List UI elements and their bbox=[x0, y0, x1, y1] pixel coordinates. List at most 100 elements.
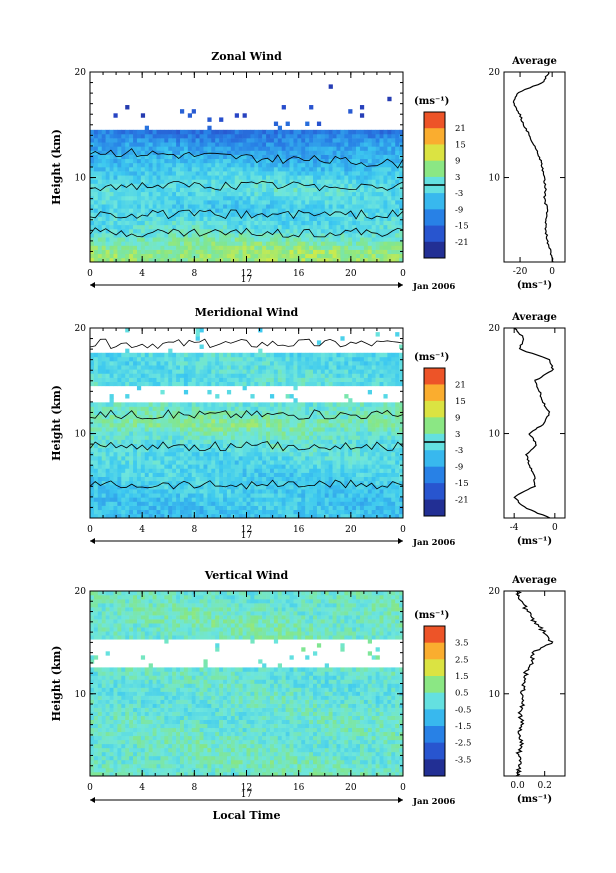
heatmap-cell bbox=[316, 468, 322, 473]
heatmap-cell bbox=[395, 257, 400, 263]
heatmap-cell bbox=[133, 427, 138, 432]
heatmap-cell bbox=[195, 228, 200, 234]
heatmap-cell bbox=[238, 493, 243, 498]
heatmap-cell bbox=[258, 431, 263, 436]
heatmap-cell bbox=[332, 220, 337, 226]
heatmap-cell bbox=[199, 138, 204, 143]
heatmap-cell bbox=[183, 257, 189, 263]
heatmap-cell bbox=[289, 154, 294, 160]
heatmap-cell bbox=[363, 228, 369, 234]
heatmap-cell bbox=[269, 154, 275, 160]
heatmap-cell bbox=[348, 212, 353, 217]
heatmap-cell bbox=[395, 146, 400, 151]
heatmap-cell bbox=[320, 513, 326, 519]
heatmap-cell bbox=[109, 406, 114, 411]
heatmap-cell bbox=[113, 447, 118, 453]
heatmap-cell bbox=[387, 171, 392, 176]
heatmap-cell bbox=[207, 142, 212, 147]
heatmap-cell bbox=[199, 418, 204, 424]
heatmap-cell bbox=[356, 162, 361, 168]
heatmap-cell bbox=[133, 150, 138, 155]
heatmap-cell bbox=[144, 451, 149, 457]
heatmap-cell bbox=[136, 162, 142, 168]
heatmap-cell bbox=[266, 162, 271, 168]
heatmap-cell bbox=[293, 237, 298, 242]
heatmap-cell bbox=[340, 179, 345, 184]
heatmap-cell bbox=[97, 439, 103, 444]
heatmap-cell bbox=[215, 220, 220, 226]
heatmap-cell bbox=[211, 183, 216, 188]
heatmap-cell bbox=[133, 423, 138, 428]
heatmap-cell bbox=[215, 212, 220, 217]
heatmap-cell bbox=[226, 208, 232, 213]
heatmap-cell bbox=[234, 414, 239, 420]
heatmap-cell bbox=[156, 195, 161, 201]
heatmap-cell bbox=[352, 423, 357, 428]
heatmap-cell bbox=[191, 138, 196, 143]
heatmap-cell bbox=[242, 447, 247, 453]
heatmap-cell bbox=[281, 154, 286, 160]
heatmap-cell bbox=[348, 418, 353, 424]
heatmap-cell bbox=[109, 472, 114, 477]
heatmap-cell bbox=[105, 423, 110, 428]
heatmap-cell bbox=[195, 497, 200, 502]
heatmap-cell bbox=[367, 439, 372, 444]
heatmap-cell bbox=[344, 245, 349, 250]
heatmap-cell bbox=[215, 162, 220, 168]
heatmap-cell bbox=[316, 410, 322, 416]
heatmap-cell bbox=[160, 179, 165, 184]
heatmap-cell bbox=[160, 154, 165, 160]
heatmap-cell bbox=[375, 493, 380, 498]
heatmap-cell bbox=[211, 171, 216, 176]
y-axis-label: Height (km) bbox=[50, 129, 63, 205]
heatmap-cell bbox=[359, 241, 365, 246]
heatmap-cell bbox=[215, 138, 220, 143]
heatmap-cell bbox=[328, 418, 333, 424]
heatmap-cell bbox=[156, 179, 161, 184]
heatmap-cell bbox=[324, 237, 329, 242]
heatmap-cell bbox=[160, 158, 165, 164]
heatmap-cell bbox=[277, 249, 283, 255]
heatmap-cell bbox=[258, 406, 263, 411]
heatmap-cell bbox=[109, 414, 114, 420]
heatmap-cell bbox=[238, 200, 243, 205]
heatmap-cell bbox=[133, 146, 138, 151]
heatmap-cell bbox=[172, 257, 177, 263]
heatmap-cell bbox=[207, 509, 212, 515]
heatmap-cell bbox=[144, 208, 149, 213]
heatmap-cell bbox=[125, 501, 130, 506]
heatmap-cell bbox=[144, 167, 149, 172]
heatmap-cell bbox=[363, 154, 369, 160]
heatmap-cell bbox=[230, 146, 236, 151]
heatmap-cell bbox=[305, 154, 310, 160]
heatmap-cell bbox=[223, 175, 228, 180]
heatmap-cell bbox=[324, 484, 329, 490]
heatmap-cell bbox=[371, 154, 376, 160]
heatmap-cell bbox=[93, 489, 99, 494]
heatmap-cell bbox=[301, 431, 306, 436]
heatmap-cell bbox=[242, 195, 247, 201]
heatmap-cell bbox=[324, 171, 329, 176]
heatmap-cell bbox=[238, 245, 243, 250]
heatmap-cell bbox=[359, 220, 365, 226]
heatmap-cell bbox=[121, 158, 126, 164]
heatmap-cell bbox=[340, 402, 345, 407]
heatmap-cell bbox=[340, 241, 345, 246]
heatmap-cell bbox=[121, 208, 126, 213]
heatmap-cell bbox=[207, 216, 212, 221]
heatmap-cell bbox=[160, 133, 165, 139]
heatmap-cell bbox=[324, 472, 329, 477]
heatmap-cell bbox=[316, 162, 322, 168]
heatmap-cell bbox=[316, 509, 322, 515]
heatmap-cell bbox=[136, 158, 142, 164]
heatmap-cell bbox=[269, 204, 275, 209]
heatmap-cell bbox=[183, 212, 189, 217]
heatmap-cell bbox=[258, 175, 263, 180]
heatmap-cell bbox=[176, 162, 181, 168]
heatmap-cell bbox=[183, 133, 189, 139]
heatmap-cell bbox=[125, 447, 130, 453]
heatmap-cell bbox=[289, 431, 294, 436]
heatmap-cell bbox=[320, 505, 326, 511]
heatmap-cell bbox=[273, 133, 279, 139]
heatmap-cell bbox=[273, 224, 279, 230]
